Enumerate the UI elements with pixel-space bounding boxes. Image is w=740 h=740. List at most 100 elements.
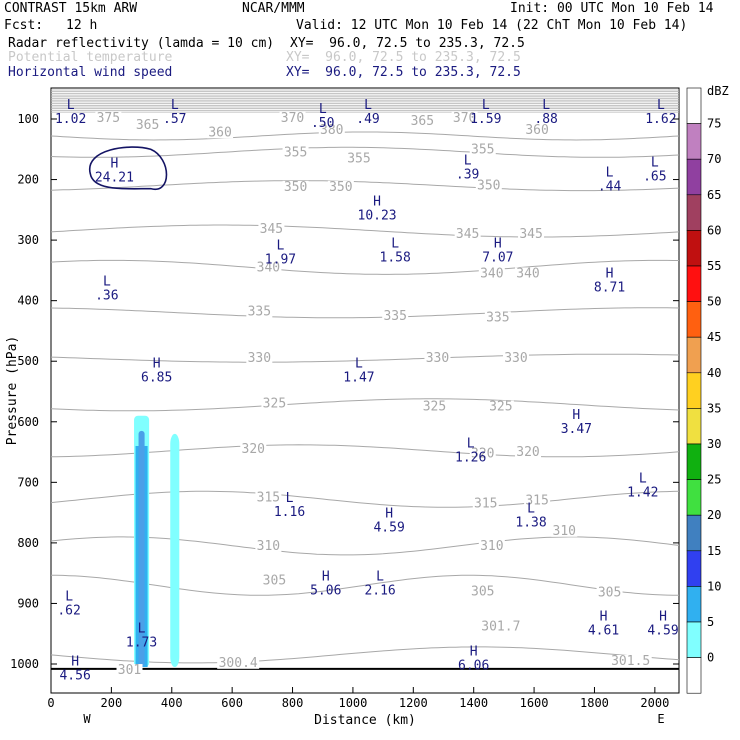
wind-extremum-value: 4.56 [59, 668, 90, 683]
wind-extremum-mark: H [470, 645, 478, 660]
colorbar-label: 25 [707, 473, 721, 487]
theta-label: 375 [97, 111, 120, 126]
theta-contour [50, 353, 680, 363]
theta-label: 320 [471, 446, 494, 461]
theta-label: 315 [257, 490, 280, 505]
colorbar-segment [686, 301, 702, 338]
colorbar-segment [686, 657, 702, 694]
colorbar-unit: dBZ [707, 84, 729, 98]
colorbar-label: 55 [707, 259, 721, 273]
wind-extremum-mark: H [494, 236, 502, 251]
wind-extremum-mark: L [138, 622, 146, 637]
theta-label: 360 [208, 125, 231, 140]
wind-extremum-mark: H [153, 356, 161, 371]
org-label: NCAR/MMM [242, 1, 305, 16]
colorbar-segment [686, 514, 702, 552]
model-title: CONTRAST 15km ARW [4, 1, 138, 16]
theta-label-bg [451, 111, 478, 124]
theta-label-bg [478, 539, 505, 552]
colorbar-label: 40 [707, 366, 721, 380]
y-tick-label: 600 [17, 415, 39, 429]
colorbar-segment [686, 550, 702, 587]
theta-label-bg [475, 179, 502, 192]
wind-extremum-mark: L [651, 155, 659, 170]
theta-label-bg [345, 152, 372, 165]
theta-contour [50, 180, 680, 192]
theta-label-bg [261, 574, 288, 587]
theta-label-bg [246, 305, 273, 318]
theta-label: 310 [553, 524, 576, 539]
theta-label-bg [515, 267, 542, 280]
colorbar-label: 60 [707, 223, 721, 237]
y-tick-label: 500 [17, 354, 39, 368]
theta-label-bg [518, 228, 545, 241]
wind-extremum-mark: H [71, 654, 79, 669]
theta-label: 301.5 [611, 654, 650, 669]
colorbar-label: 30 [707, 437, 721, 451]
theta-label-bg [217, 656, 260, 669]
theta-label-bg [318, 123, 345, 136]
wind-extremum-mark: H [110, 157, 118, 172]
wind-extremum-value: 2.16 [364, 583, 395, 598]
x-tick-label: 800 [282, 696, 304, 710]
theta-label: 330 [504, 351, 527, 366]
wind-extremum-mark: L [364, 98, 372, 113]
wind-extremum-value: 1.62 [645, 112, 676, 127]
x-tick-label: 600 [221, 696, 243, 710]
field-3-xy: XY= 96.0, 72.5 to 235.3, 72.5 [286, 65, 521, 80]
colorbar-segment [686, 479, 702, 516]
theta-label: 301.7 [481, 619, 520, 634]
theta-label: 345 [519, 227, 542, 242]
wind-extremum-value: .57 [163, 112, 186, 127]
theta-label: 340 [257, 260, 280, 275]
theta-label-bg [454, 228, 481, 241]
wind-extremum-value: 4.59 [373, 521, 404, 536]
colorbar-label: 45 [707, 330, 721, 344]
theta-label: 345 [260, 222, 283, 237]
theta-contour [50, 398, 680, 412]
theta-label-bg [258, 223, 285, 236]
colorbar-label: 35 [707, 401, 721, 415]
wind-extremum-value: 1.59 [470, 112, 501, 127]
x-tick-label: 1200 [399, 696, 428, 710]
colorbar-segment [686, 372, 702, 409]
theta-label: 320 [516, 445, 539, 460]
y-tick-label: 1000 [10, 657, 39, 671]
theta-label: 325 [423, 400, 446, 415]
wind-extremum-value: 1.26 [455, 450, 486, 465]
theta-contour [51, 574, 680, 596]
reflectivity-column-second [170, 433, 180, 668]
y-tick-label: 100 [17, 112, 39, 126]
y-tick-label: 700 [17, 475, 39, 489]
theta-label-bg [487, 400, 514, 413]
theta-label-bg [524, 494, 551, 507]
theta-label-bg [382, 309, 409, 322]
colorbar-label: 15 [707, 544, 721, 558]
theta-label: 320 [242, 442, 265, 457]
wind-extremum-value: 1.16 [274, 505, 305, 520]
wind-extremum-mark: L [103, 275, 111, 290]
theta-label: 301 [118, 663, 141, 678]
x-tick-label: 0 [47, 696, 54, 710]
wind-extremum-mark: L [286, 491, 294, 506]
x-tick-label: 1400 [459, 696, 488, 710]
wind-extremum-value: .49 [356, 112, 379, 127]
theta-contour [50, 224, 680, 238]
wind-extremum-value: 10.23 [358, 209, 397, 224]
wind-extremum-value: 6.85 [141, 370, 172, 385]
wind-extremum-mark: L [355, 356, 363, 371]
wind-extremum-mark: L [606, 166, 614, 181]
colorbar-label: 50 [707, 295, 721, 309]
theta-label: 370 [453, 111, 476, 126]
colorbar-segment [686, 123, 702, 160]
theta-contour [50, 536, 680, 556]
wind-extremum-mark: H [385, 507, 393, 522]
x-end-label-east: E [657, 712, 664, 726]
x-tick-label: 1600 [520, 696, 549, 710]
theta-label: 355 [471, 142, 494, 157]
colorbar-segment [686, 621, 702, 658]
wind-extremum-mark: L [527, 502, 535, 517]
theta-label: 355 [284, 145, 307, 160]
field-1-xy: XY= 96.0, 72.5 to 235.3, 72.5 [290, 36, 525, 51]
wind-extremum-mark: L [639, 471, 647, 486]
